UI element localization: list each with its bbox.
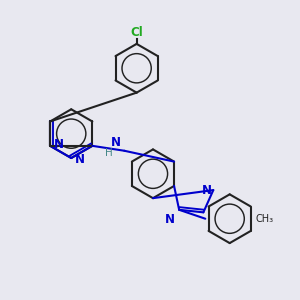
Text: CH₃: CH₃	[256, 214, 274, 224]
Text: N: N	[75, 153, 85, 166]
Text: Cl: Cl	[130, 26, 143, 38]
Text: N: N	[54, 138, 64, 151]
Text: N: N	[165, 213, 175, 226]
Text: H: H	[105, 148, 113, 158]
Text: N: N	[202, 184, 212, 196]
Text: N: N	[111, 136, 121, 149]
